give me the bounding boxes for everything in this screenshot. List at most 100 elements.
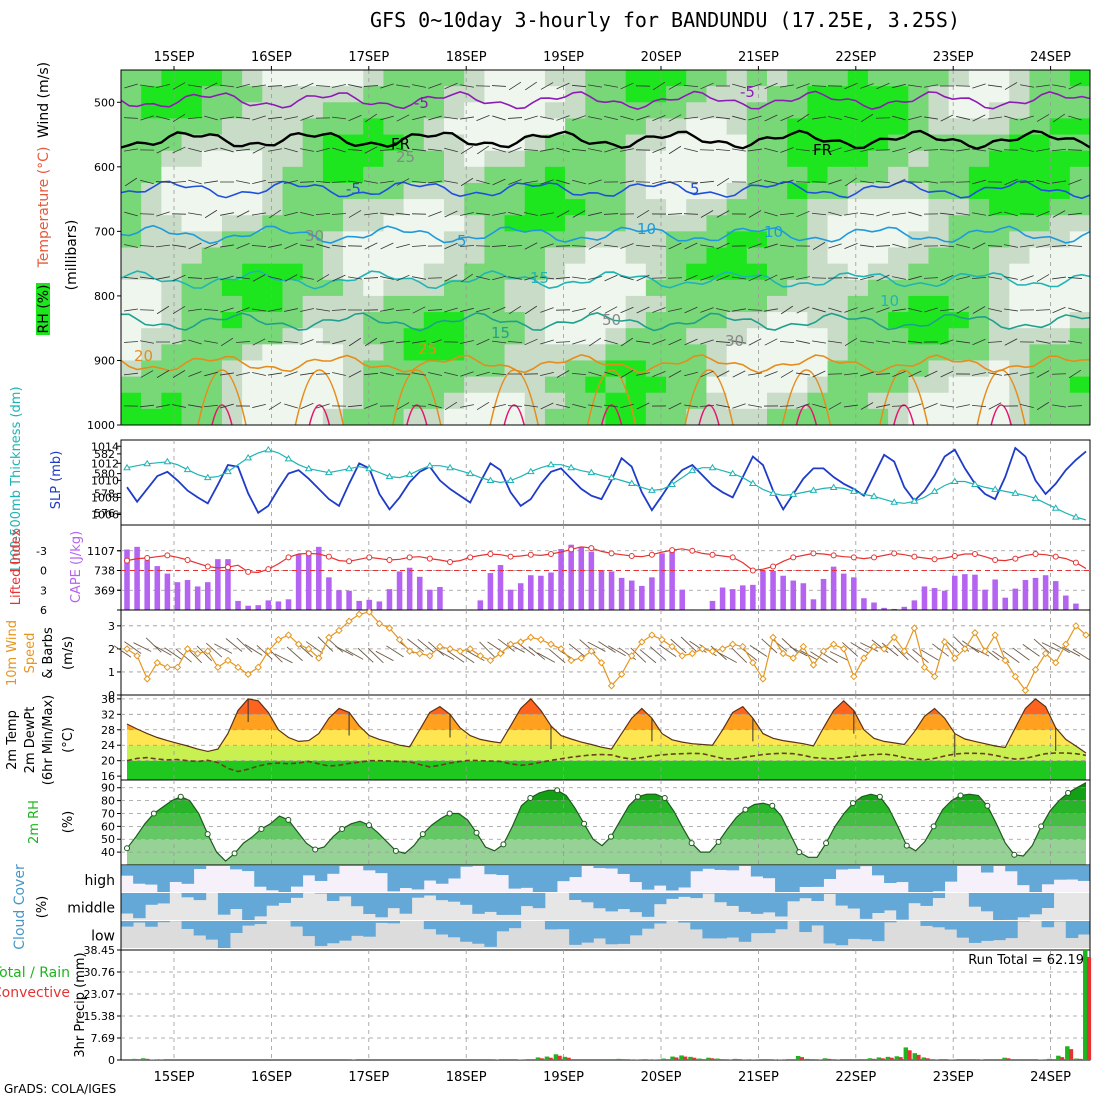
wind-barb (540, 212, 554, 216)
rh-cell (827, 102, 849, 119)
wind-barb (556, 210, 570, 218)
wind-barb (972, 179, 986, 185)
rh-cell (282, 360, 304, 378)
precip-total-bar (562, 1056, 568, 1060)
rh-cell (867, 344, 889, 361)
rh-cell (282, 182, 304, 200)
rh-cell (383, 70, 405, 87)
rh-cell (565, 295, 586, 313)
isotherm-20 (121, 312, 1091, 332)
wind-barb (892, 83, 906, 89)
rh-cell (201, 215, 223, 232)
rh-cell (423, 247, 445, 265)
contour-label: 25 (418, 340, 437, 358)
wind-barb (700, 116, 714, 120)
cloud-cell (217, 921, 231, 948)
wind-barb (396, 212, 410, 216)
rh-cell (767, 247, 788, 265)
rh-cell (221, 328, 243, 345)
cloud-cell (423, 893, 437, 896)
rh-cell (948, 102, 970, 119)
rh-cell (908, 86, 929, 103)
rh-cell (282, 134, 304, 152)
precip-convective-bar (665, 1059, 670, 1060)
wind-barb (380, 276, 394, 280)
surface-wind-barb (427, 641, 445, 656)
rh-cell (645, 70, 667, 87)
rh-cell (343, 376, 364, 394)
cape-bar (487, 573, 494, 610)
rh-cell (504, 166, 526, 184)
wind-barb (300, 402, 314, 410)
wind-barb (396, 402, 410, 410)
surface-wind-barb (225, 638, 243, 652)
wind-barb (699, 405, 715, 407)
wind-barb (140, 115, 154, 121)
wind-speed-point (809, 661, 818, 669)
cape-tick-label: 369 (94, 584, 115, 597)
rh-point (312, 846, 319, 853)
wind-barb (588, 212, 602, 216)
thickness-point (405, 470, 414, 478)
precip-total-bar (1074, 1058, 1079, 1060)
wind-barb (732, 340, 746, 344)
li-point (709, 551, 716, 558)
wind-speed-point (1041, 649, 1050, 658)
slp-tick-label: 1010 (91, 474, 119, 487)
rh-cell (928, 295, 950, 313)
wind-barb (940, 274, 954, 282)
li-point (346, 558, 353, 565)
cloud-cell (980, 866, 994, 873)
cloud-cell (617, 866, 631, 874)
rh-cell (706, 102, 728, 119)
rh-cell (888, 408, 909, 426)
wind-speed-point (325, 633, 333, 642)
wind-barb (283, 340, 299, 344)
rh-cell (484, 279, 506, 297)
wind-barb (635, 244, 651, 248)
cloud-cell (569, 893, 582, 901)
rh-cell (302, 118, 324, 136)
cape-bar (235, 600, 241, 610)
wind-barb (1068, 212, 1082, 216)
rh-cell (625, 408, 647, 426)
rh-cell (444, 360, 465, 378)
rh-cell (242, 408, 263, 426)
wind-barb (460, 212, 474, 216)
wind-barb (924, 370, 938, 378)
rh-cell (464, 199, 485, 216)
warm-contour (197, 369, 247, 426)
rh-cell (565, 86, 586, 103)
hot-contour (698, 404, 720, 426)
rh-cell (302, 215, 324, 232)
precip-convective-bar (1069, 1049, 1074, 1060)
rh-cell (363, 376, 384, 394)
contour-label: 20 (134, 347, 153, 365)
wind-barb (876, 211, 890, 217)
rh-cell (1069, 215, 1091, 232)
slp-axis-label: SLP (mb) (49, 451, 64, 510)
li-point (850, 554, 857, 561)
wind-barb (700, 307, 714, 313)
wind-barb (300, 276, 314, 280)
wind-barb (476, 179, 490, 185)
rh-cell (423, 199, 445, 216)
thickness-point (466, 469, 475, 477)
rh-cell (121, 199, 142, 216)
rh-cell (827, 166, 849, 184)
rh-cell (968, 328, 990, 345)
thickness-point (506, 476, 515, 484)
rh-cell (746, 408, 768, 426)
cape-bar (840, 573, 847, 610)
cape-bar (1012, 588, 1019, 610)
rh-cell (827, 376, 849, 394)
wind-barb (908, 211, 922, 217)
li-point (871, 554, 878, 561)
wind-barb (1004, 338, 1018, 346)
rh-cell (221, 166, 243, 184)
rh-cell (767, 263, 788, 281)
cape-bar (639, 585, 645, 610)
precip-tick-label: 30.76 (84, 966, 116, 979)
wind-barb (572, 148, 586, 152)
